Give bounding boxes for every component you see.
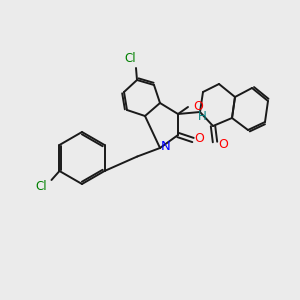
Text: O: O bbox=[193, 100, 203, 113]
Text: O: O bbox=[194, 133, 204, 146]
Text: H: H bbox=[198, 110, 206, 122]
Text: O: O bbox=[218, 137, 228, 151]
Text: N: N bbox=[161, 140, 171, 154]
Text: Cl: Cl bbox=[36, 181, 47, 194]
Text: Cl: Cl bbox=[124, 52, 136, 65]
